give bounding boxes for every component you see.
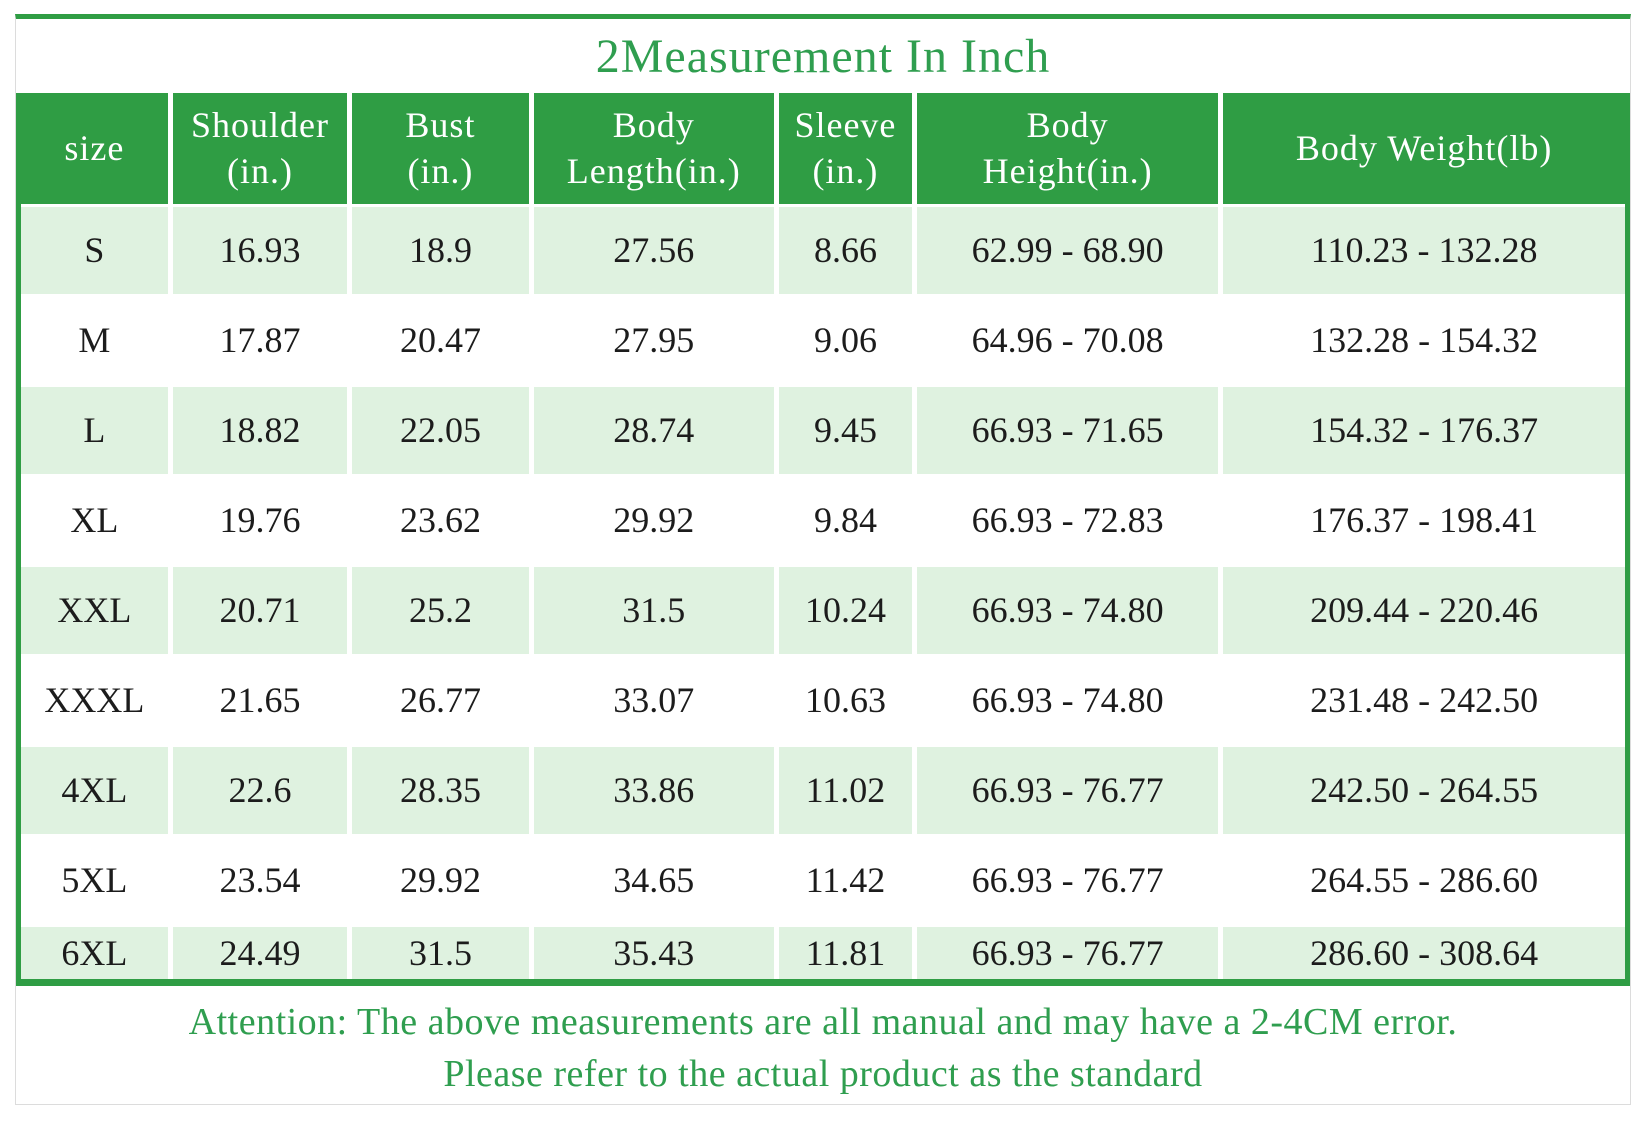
size-chart-card: 2Measurement In Inch size Shoulder (in.) Bu… — [15, 14, 1631, 1105]
size-cell: M — [21, 295, 173, 387]
value-cell-body-height-in: 66.93 - 76.77 — [914, 745, 1224, 837]
attention-line-2: Please refer to the actual product as th… — [443, 1053, 1203, 1095]
size-cell: 6XL — [21, 925, 173, 979]
column-header-body-length-in: Body Length(in.) — [531, 93, 779, 207]
value-cell-bust-in: 28.35 — [349, 745, 534, 837]
title-band: 2Measurement In Inch — [16, 19, 1630, 93]
value-cell-sleeve-in: 9.84 — [776, 475, 917, 567]
column-header-sleeve-in: Sleeve (in.) — [776, 93, 917, 207]
value-cell-sleeve-in: 11.81 — [776, 925, 917, 979]
value-cell-bust-in: 22.05 — [349, 385, 534, 477]
value-cell-body-length-in: 29.92 — [531, 475, 779, 567]
table-body: S 16.93 18.9 27.56 8.66 62.99 - 68.90 110.23 -… — [21, 205, 1625, 979]
value-cell-body-length-in: 27.95 — [531, 295, 779, 387]
size-cell: XXL — [21, 565, 173, 657]
value-cell-body-height-in: 66.93 - 74.80 — [914, 655, 1224, 747]
value-cell-body-height-in: 66.93 - 71.65 — [914, 385, 1224, 477]
size-cell: XL — [21, 475, 173, 567]
size-cell: XXXL — [21, 655, 173, 747]
column-header-size: size — [21, 93, 173, 207]
size-cell: 4XL — [21, 745, 173, 837]
value-cell-bust-in: 20.47 — [349, 295, 534, 387]
value-cell-sleeve-in: 8.66 — [776, 205, 917, 297]
value-cell-shoulder-in: 19.76 — [170, 475, 353, 567]
value-cell-shoulder-in: 22.6 — [170, 745, 353, 837]
value-cell-shoulder-in: 24.49 — [170, 925, 353, 979]
value-cell-bust-in: 23.62 — [349, 475, 534, 567]
value-cell-body-weight-lb: 209.44 - 220.46 — [1220, 565, 1625, 657]
column-header-bust-in: Bust (in.) — [349, 93, 534, 207]
value-cell-body-length-in: 27.56 — [531, 205, 779, 297]
table-row: 6XL 24.49 31.5 35.43 11.81 66.93 - 76.77 286.6… — [21, 925, 1625, 979]
value-cell-sleeve-in: 9.06 — [776, 295, 917, 387]
value-cell-bust-in: 25.2 — [349, 565, 534, 657]
value-cell-body-weight-lb: 176.37 - 198.41 — [1220, 475, 1625, 567]
attention-line-1: Attention: The above measurements are al… — [188, 1001, 1458, 1043]
table-row: L 18.82 22.05 28.74 9.45 66.93 - 71.65 154.32 … — [21, 385, 1625, 477]
value-cell-body-weight-lb: 110.23 - 132.28 — [1220, 205, 1625, 297]
column-header-body-height-in: Body Height(in.) — [914, 93, 1224, 207]
value-cell-body-height-in: 62.99 - 68.90 — [914, 205, 1224, 297]
size-cell: S — [21, 205, 173, 297]
table-frame: size Shoulder (in.) Bust (in.) Body Length(in.… — [16, 93, 1630, 986]
value-cell-body-height-in: 66.93 - 76.77 — [914, 835, 1224, 927]
table-row: S 16.93 18.9 27.56 8.66 62.99 - 68.90 110.23 -… — [21, 205, 1625, 297]
column-header-shoulder-in: Shoulder (in.) — [170, 93, 353, 207]
table-row: XXL 20.71 25.2 31.5 10.24 66.93 - 74.80 209.44… — [21, 565, 1625, 657]
value-cell-body-height-in: 64.96 - 70.08 — [914, 295, 1224, 387]
value-cell-shoulder-in: 23.54 — [170, 835, 353, 927]
value-cell-sleeve-in: 10.63 — [776, 655, 917, 747]
value-cell-shoulder-in: 17.87 — [170, 295, 353, 387]
value-cell-body-height-in: 66.93 - 74.80 — [914, 565, 1224, 657]
value-cell-sleeve-in: 9.45 — [776, 385, 917, 477]
value-cell-body-weight-lb: 242.50 - 264.55 — [1220, 745, 1625, 837]
value-cell-shoulder-in: 16.93 — [170, 205, 353, 297]
value-cell-body-weight-lb: 154.32 - 176.37 — [1220, 385, 1625, 477]
value-cell-body-height-in: 66.93 - 72.83 — [914, 475, 1224, 567]
value-cell-body-length-in: 35.43 — [531, 925, 779, 979]
value-cell-body-weight-lb: 286.60 - 308.64 — [1220, 925, 1625, 979]
value-cell-body-weight-lb: 231.48 - 242.50 — [1220, 655, 1625, 747]
value-cell-bust-in: 31.5 — [349, 925, 534, 979]
value-cell-bust-in: 18.9 — [349, 205, 534, 297]
header-row: size Shoulder (in.) Bust (in.) Body Length(in.… — [21, 93, 1625, 207]
value-cell-body-height-in: 66.93 - 76.77 — [914, 925, 1224, 979]
size-cell: L — [21, 385, 173, 477]
size-cell: 5XL — [21, 835, 173, 927]
value-cell-sleeve-in: 11.02 — [776, 745, 917, 837]
attention-note: Attention: The above measurements are al… — [16, 986, 1630, 1100]
value-cell-body-length-in: 31.5 — [531, 565, 779, 657]
value-cell-shoulder-in: 20.71 — [170, 565, 353, 657]
value-cell-body-length-in: 33.86 — [531, 745, 779, 837]
column-header-body-weight-lb: Body Weight(lb) — [1220, 93, 1625, 207]
value-cell-shoulder-in: 18.82 — [170, 385, 353, 477]
value-cell-sleeve-in: 11.42 — [776, 835, 917, 927]
value-cell-body-length-in: 28.74 — [531, 385, 779, 477]
table-row: XL 19.76 23.62 29.92 9.84 66.93 - 72.83 176.37… — [21, 475, 1625, 567]
value-cell-sleeve-in: 10.24 — [776, 565, 917, 657]
value-cell-body-weight-lb: 132.28 - 154.32 — [1220, 295, 1625, 387]
table-row: XXXL 21.65 26.77 33.07 10.63 66.93 - 74.80 231… — [21, 655, 1625, 747]
value-cell-shoulder-in: 21.65 — [170, 655, 353, 747]
value-cell-bust-in: 29.92 — [349, 835, 534, 927]
table-row: 4XL 22.6 28.35 33.86 11.02 66.93 - 76.77 242.5… — [21, 745, 1625, 837]
table-row: M 17.87 20.47 27.95 9.06 64.96 - 70.08 132.28 … — [21, 295, 1625, 387]
chart-title: 2Measurement In Inch — [595, 29, 1051, 83]
table-row: 5XL 23.54 29.92 34.65 11.42 66.93 - 76.77 264.… — [21, 835, 1625, 927]
value-cell-body-weight-lb: 264.55 - 286.60 — [1220, 835, 1625, 927]
value-cell-bust-in: 26.77 — [349, 655, 534, 747]
value-cell-body-length-in: 33.07 — [531, 655, 779, 747]
size-table: size Shoulder (in.) Bust (in.) Body Length(in.… — [21, 93, 1625, 979]
value-cell-body-length-in: 34.65 — [531, 835, 779, 927]
